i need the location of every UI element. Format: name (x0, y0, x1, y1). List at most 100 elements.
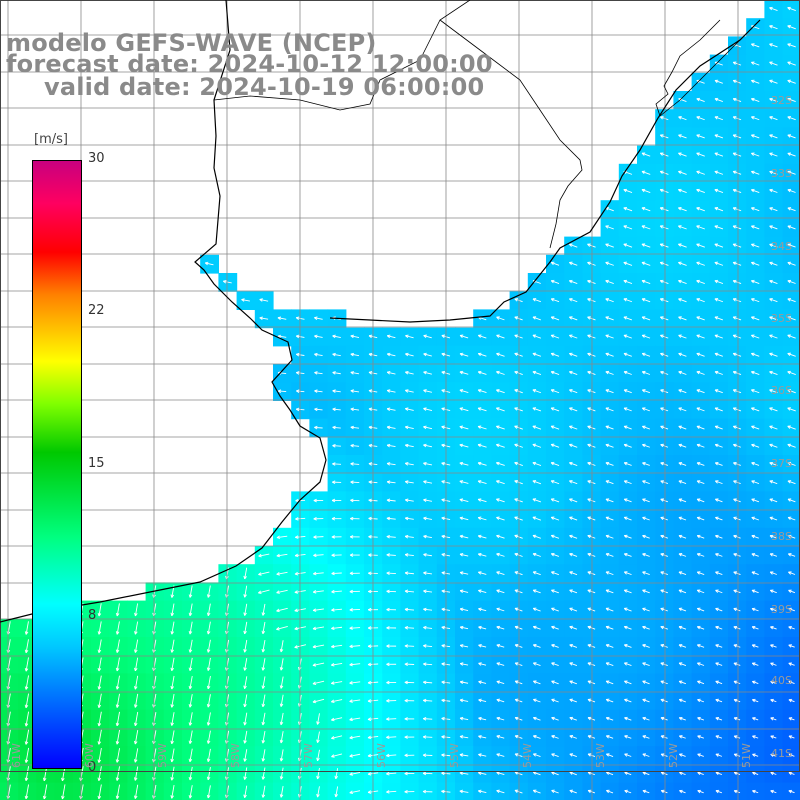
wind-arrow (769, 425, 778, 430)
wind-arrow (404, 462, 414, 466)
wind-arrow (316, 767, 320, 780)
wind-arrow (605, 279, 614, 284)
wind-arrow (261, 640, 266, 653)
wind-arrow (316, 731, 320, 743)
wind-arrow (715, 534, 723, 539)
latitude-label: 34S (771, 240, 792, 253)
latitude-label: 32S (771, 94, 792, 107)
wind-arrow (569, 389, 578, 394)
wind-arrow (623, 188, 633, 194)
wind-arrow (459, 498, 469, 503)
wind-arrow (769, 370, 778, 375)
wind-arrow (459, 698, 469, 703)
wind-arrow (279, 731, 284, 744)
wind-arrow (605, 225, 614, 230)
wind-arrow (551, 589, 559, 594)
wind-arrow (678, 261, 687, 266)
wind-arrow (97, 603, 102, 617)
wind-arrow (587, 516, 596, 521)
wind-arrow (496, 461, 505, 466)
wind-arrow (188, 639, 193, 653)
wind-arrow (188, 657, 193, 671)
wind-arrow (243, 676, 248, 689)
wind-arrow (314, 407, 323, 412)
wind-arrow (551, 644, 559, 648)
wind-arrow (349, 626, 361, 630)
wind-arrow (404, 698, 415, 703)
wind-arrow (678, 352, 687, 357)
wind-arrow (386, 534, 396, 539)
lagoon (655, 19, 741, 117)
wind-arrow (279, 658, 284, 671)
wind-cell (546, 782, 565, 800)
wind-arrow (751, 152, 760, 157)
wind-arrow (769, 279, 778, 284)
wind-arrow (641, 352, 651, 357)
wind-arrow (623, 425, 632, 430)
wind-arrow (605, 644, 614, 648)
wind-arrow (350, 425, 360, 430)
wind-arrow (496, 716, 505, 721)
wind-arrow (261, 694, 266, 708)
wind-arrow (349, 681, 361, 685)
wind-arrow (115, 693, 120, 708)
wind-arrow (24, 747, 30, 763)
wind-arrow (714, 207, 724, 212)
wind-arrow (751, 79, 760, 84)
wind-arrow (587, 698, 596, 703)
wind-arrow (349, 608, 361, 612)
wind-arrow (423, 625, 433, 630)
wind-arrow (660, 735, 668, 739)
wind-arrow (714, 152, 724, 157)
wind-arrow (787, 116, 796, 121)
wind-arrow (587, 644, 596, 648)
wind-arrow (714, 134, 724, 139)
wind-arrow (24, 784, 30, 800)
wind-arrow (386, 407, 396, 411)
wind-arrow (751, 443, 760, 448)
wind-arrow (732, 261, 742, 266)
wind-arrow (714, 370, 723, 375)
wind-arrow (787, 188, 796, 193)
wind-arrow (752, 735, 759, 739)
wind-arrow (605, 389, 614, 394)
wind-arrow (404, 553, 414, 557)
wind-arrow (350, 480, 360, 484)
wind-arrow (569, 480, 578, 485)
wind-arrow (477, 352, 487, 357)
wind-arrow (732, 334, 742, 339)
wind-arrow (532, 644, 541, 648)
wind-arrow (659, 261, 669, 266)
wind-arrow (605, 625, 614, 630)
wind-arrow (660, 407, 669, 412)
wind-arrow (170, 675, 175, 690)
wind-arrow (678, 553, 687, 557)
wind-arrow (678, 480, 687, 485)
wind-arrow (769, 498, 778, 503)
wind-arrow (769, 207, 778, 212)
wind-arrow (678, 462, 687, 466)
wind-arrow (313, 498, 324, 503)
wind-arrow (332, 407, 341, 412)
wind-arrow (787, 461, 796, 466)
wind-arrow (206, 657, 211, 671)
wind-arrow (532, 425, 542, 430)
wind-arrow (678, 644, 687, 648)
wind-arrow (751, 334, 760, 339)
wind-arrow (532, 607, 541, 612)
wind-arrow (569, 607, 578, 612)
wind-arrow (696, 334, 705, 339)
wind-arrow (532, 316, 541, 321)
wind-arrow (770, 662, 777, 666)
wind-arrow (477, 498, 487, 503)
wind-arrow (752, 698, 759, 703)
wind-arrow (422, 771, 433, 776)
wind-arrow (115, 766, 120, 781)
wind-arrow (276, 553, 288, 558)
wind-arrow (331, 735, 343, 740)
wind-arrow (550, 298, 560, 303)
wind-arrow (386, 571, 396, 575)
wind-arrow (678, 188, 687, 194)
wind-arrow (696, 462, 705, 466)
wind-arrow (188, 585, 193, 598)
